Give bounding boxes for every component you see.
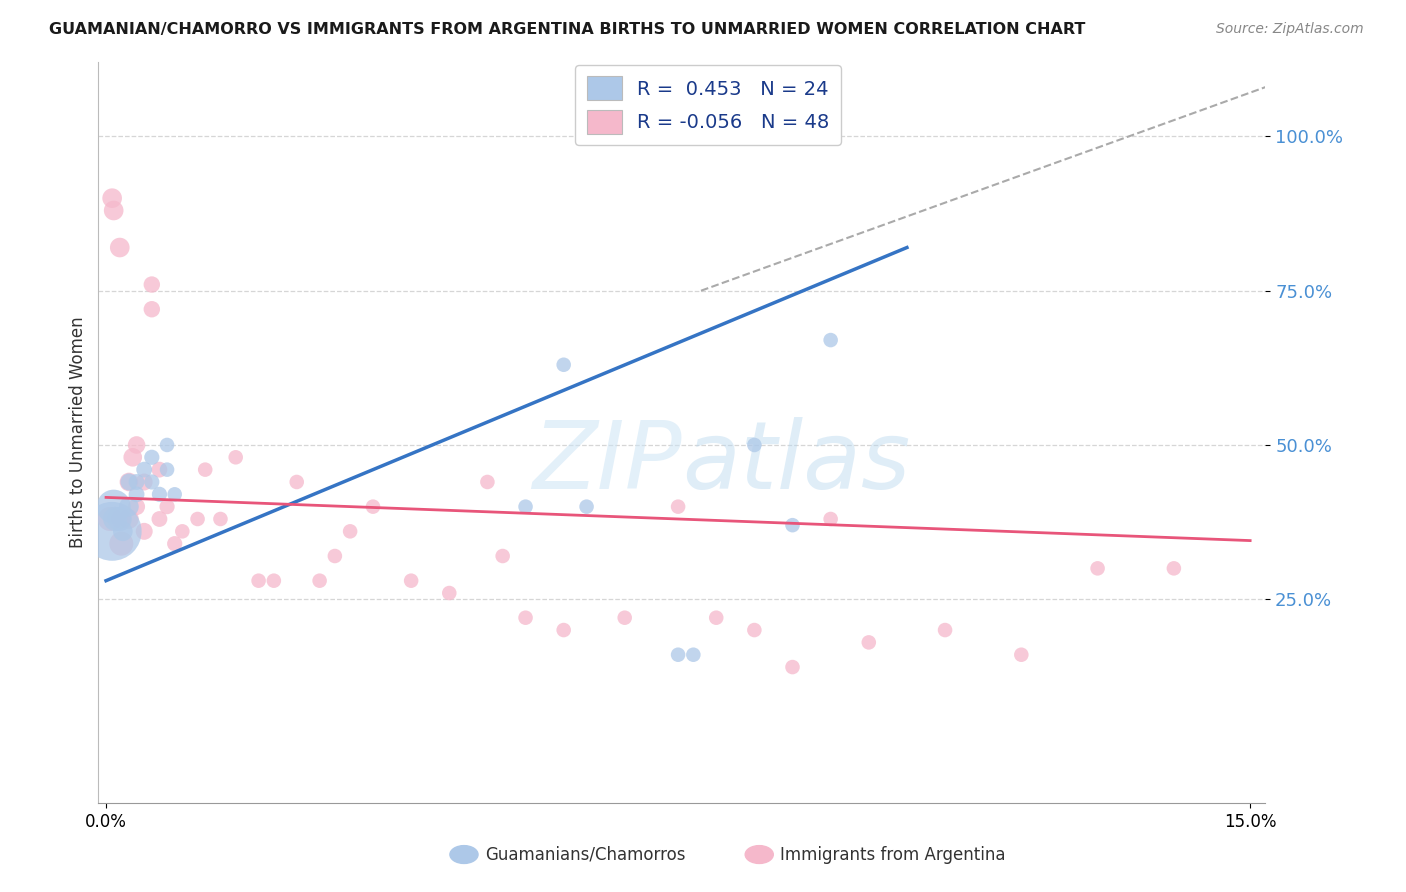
Point — [148, 462, 170, 476]
Point — [148, 487, 170, 501]
Point — [125, 438, 148, 452]
Point — [111, 524, 134, 539]
Point — [1010, 648, 1032, 662]
Point — [820, 512, 842, 526]
Point — [103, 203, 125, 218]
Point — [682, 648, 704, 662]
Point — [156, 462, 179, 476]
Point — [141, 302, 163, 317]
Point — [285, 475, 308, 489]
Point — [163, 536, 186, 550]
Point — [125, 487, 148, 501]
Point — [361, 500, 384, 514]
Point — [782, 660, 804, 674]
Point — [744, 623, 766, 637]
Point — [121, 450, 143, 465]
Point — [118, 475, 141, 489]
Text: GUAMANIAN/CHAMORRO VS IMMIGRANTS FROM ARGENTINA BIRTHS TO UNMARRIED WOMEN CORREL: GUAMANIAN/CHAMORRO VS IMMIGRANTS FROM AR… — [49, 22, 1085, 37]
Point — [110, 536, 132, 550]
Point — [308, 574, 330, 588]
Point — [515, 611, 537, 625]
Point — [782, 518, 804, 533]
Point — [103, 500, 125, 514]
Point — [666, 648, 689, 662]
Point — [1087, 561, 1109, 575]
Point — [134, 524, 156, 539]
Point — [613, 611, 636, 625]
Point — [515, 500, 537, 514]
Point — [209, 512, 232, 526]
Point — [141, 450, 163, 465]
Point — [934, 623, 956, 637]
Point — [141, 475, 163, 489]
Point — [108, 512, 131, 526]
Point — [134, 475, 156, 489]
Point — [118, 475, 141, 489]
Point — [118, 512, 141, 526]
Point — [194, 462, 217, 476]
Point — [125, 500, 148, 514]
Point — [744, 438, 766, 452]
Point — [125, 475, 148, 489]
Point — [858, 635, 880, 649]
Point — [477, 475, 499, 489]
Point — [575, 500, 598, 514]
Point — [156, 500, 179, 514]
Point — [1163, 561, 1185, 575]
Text: ZIP: ZIP — [533, 417, 682, 508]
Point — [118, 500, 141, 514]
Text: Source: ZipAtlas.com: Source: ZipAtlas.com — [1216, 22, 1364, 37]
Point — [704, 611, 727, 625]
Text: Guamanians/Chamorros: Guamanians/Chamorros — [485, 846, 686, 863]
Point — [666, 500, 689, 514]
Point — [492, 549, 515, 563]
Point — [163, 487, 186, 501]
Point — [172, 524, 194, 539]
Y-axis label: Births to Unmarried Women: Births to Unmarried Women — [69, 317, 87, 549]
Point — [553, 623, 575, 637]
Point — [820, 333, 842, 347]
Point — [101, 524, 124, 539]
Point — [148, 512, 170, 526]
Text: atlas: atlas — [682, 417, 910, 508]
Point — [110, 512, 132, 526]
Point — [156, 438, 179, 452]
Point — [263, 574, 285, 588]
Point — [323, 549, 346, 563]
Text: Immigrants from Argentina: Immigrants from Argentina — [780, 846, 1005, 863]
Point — [104, 512, 127, 526]
Point — [98, 512, 121, 526]
Point — [101, 191, 124, 205]
Point — [134, 462, 156, 476]
Point — [141, 277, 163, 292]
Point — [187, 512, 209, 526]
Point — [439, 586, 461, 600]
Legend: R =  0.453   N = 24, R = -0.056   N = 48: R = 0.453 N = 24, R = -0.056 N = 48 — [575, 65, 841, 145]
Point — [247, 574, 270, 588]
Point — [108, 240, 131, 255]
Point — [553, 358, 575, 372]
Point — [399, 574, 422, 588]
Point — [225, 450, 247, 465]
Point — [339, 524, 361, 539]
